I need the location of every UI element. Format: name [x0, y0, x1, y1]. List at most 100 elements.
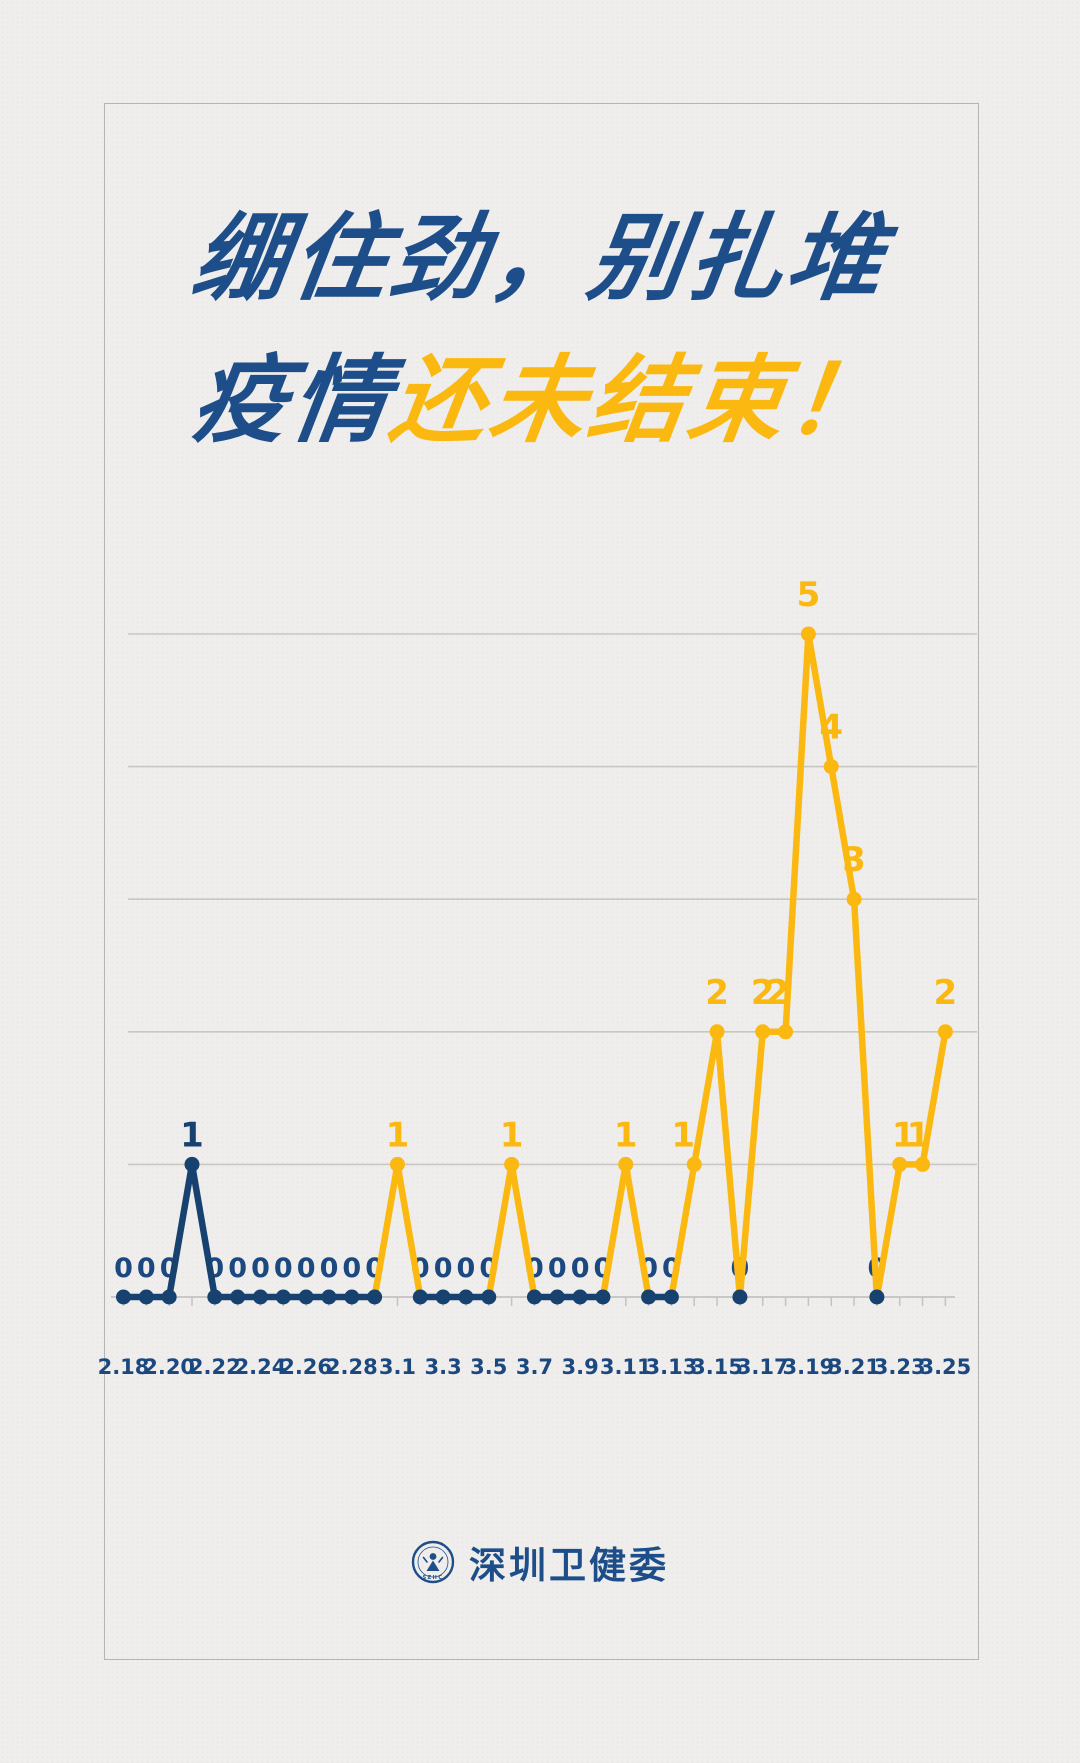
data-point [275, 1289, 291, 1305]
date-label: 3.15 [691, 1355, 743, 1379]
data-point [709, 1024, 725, 1040]
line-segment [691, 1028, 721, 1168]
date-label: 3.7 [516, 1355, 553, 1379]
data-point [412, 1289, 428, 1305]
data-point [184, 1156, 200, 1172]
peak-value-label: 1 [500, 1115, 524, 1155]
date-label: 3.13 [646, 1355, 698, 1379]
data-point [504, 1156, 520, 1172]
peak-value-label: 4 [819, 708, 843, 748]
date-label: 3.19 [782, 1355, 834, 1379]
emblem-figure-head [429, 1553, 437, 1560]
data-point [892, 1156, 908, 1172]
peak-value-label: 1 [614, 1115, 638, 1155]
data-point [823, 759, 839, 775]
data-point [618, 1156, 634, 1172]
date-label: 3.9 [561, 1355, 598, 1379]
date-label: 3.17 [737, 1355, 789, 1379]
data-point [389, 1156, 405, 1172]
zero-value-label: 0 [274, 1253, 293, 1284]
data-point [686, 1156, 702, 1172]
footer: SZHC 深圳卫健委 [0, 1536, 1080, 1588]
line-segment [485, 1161, 515, 1301]
data-point [732, 1289, 748, 1305]
line-segment [713, 1028, 744, 1301]
zero-value-label: 0 [228, 1253, 247, 1284]
data-point [458, 1289, 474, 1305]
date-label: 2.26 [280, 1355, 332, 1379]
data-point [252, 1289, 268, 1305]
line-segment [827, 763, 858, 903]
data-point [367, 1289, 383, 1305]
date-label: 2.22 [189, 1355, 241, 1379]
peak-value-label: 2 [766, 973, 790, 1013]
line-segment [668, 1161, 698, 1301]
date-label: 3.23 [874, 1355, 926, 1379]
data-point [526, 1289, 542, 1305]
data-point [937, 1024, 953, 1040]
emblem-figure-arms [422, 1556, 444, 1563]
line-segment [736, 1028, 766, 1301]
line-segment [508, 1161, 538, 1301]
data-point [207, 1289, 223, 1305]
peak-value-label: 3 [842, 840, 866, 880]
zero-value-label: 0 [297, 1253, 316, 1284]
date-label: 3.1 [379, 1355, 416, 1379]
zero-value-label: 0 [548, 1253, 567, 1284]
date-label: 3.11 [600, 1355, 652, 1379]
data-point [116, 1289, 131, 1305]
peak-value-label: 2 [751, 973, 775, 1013]
peak-value-label: 1 [671, 1115, 695, 1155]
emblem-outer-ring [411, 1540, 455, 1584]
data-point [800, 626, 816, 642]
date-label: 3.5 [470, 1355, 507, 1379]
data-point [161, 1289, 177, 1305]
zero-value-label: 0 [137, 1253, 156, 1284]
data-point [435, 1289, 451, 1305]
zero-value-label: 0 [434, 1253, 453, 1284]
line-segment [622, 1161, 652, 1301]
data-point [481, 1289, 497, 1305]
zero-value-label: 0 [342, 1253, 361, 1284]
peak-value-label: 1 [892, 1115, 916, 1155]
org-name: 深圳卫健委 [469, 1544, 669, 1587]
data-point [230, 1289, 246, 1305]
date-label: 2.24 [235, 1355, 287, 1379]
emblem-inner-ring [417, 1546, 449, 1578]
date-label: 3.25 [919, 1355, 971, 1379]
peak-value-label: 2 [934, 973, 958, 1013]
data-point [595, 1289, 611, 1305]
date-label: 3.3 [425, 1355, 462, 1379]
peak-value-label: 2 [705, 973, 729, 1013]
zero-value-label: 0 [571, 1253, 590, 1284]
date-label: 2.20 [143, 1355, 195, 1379]
data-point [572, 1289, 588, 1305]
data-point [344, 1289, 360, 1305]
emblem-figure-body [426, 1560, 440, 1571]
line-segment [805, 630, 835, 770]
peak-value-label: 1 [386, 1115, 410, 1155]
zero-value-label: 0 [457, 1253, 476, 1284]
line-segment [371, 1161, 401, 1301]
zero-value-label: 0 [114, 1253, 133, 1284]
peak-value-label: 5 [797, 575, 821, 615]
szhc-emblem: SZHC [411, 1540, 455, 1584]
line-segment [394, 1161, 424, 1301]
data-point [869, 1289, 885, 1305]
line-segment [599, 1161, 630, 1301]
data-point [663, 1289, 679, 1305]
line-segment [782, 630, 812, 1036]
data-point [138, 1289, 154, 1305]
data-point [915, 1156, 931, 1172]
data-point [321, 1289, 337, 1305]
line-segment [165, 1161, 196, 1301]
data-point [846, 891, 862, 907]
data-point [778, 1024, 794, 1040]
date-label: 2.18 [98, 1355, 150, 1379]
emblem-letters: SZHC [422, 1575, 443, 1581]
line-segment [850, 895, 881, 1301]
zero-value-label: 0 [251, 1253, 270, 1284]
data-point [641, 1289, 657, 1305]
